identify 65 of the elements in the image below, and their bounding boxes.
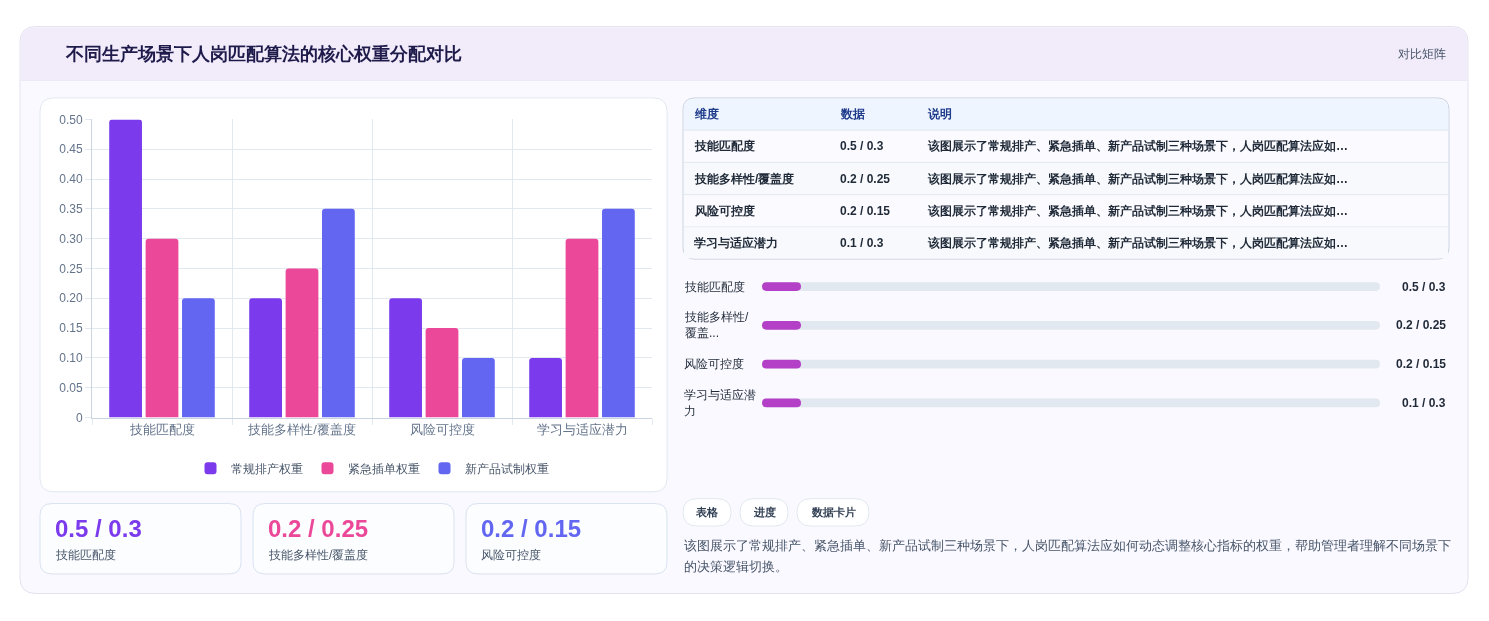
text: 该图展示了常规排产、紧急插单、新产品试制三种场景下，人岗匹配算法应如… bbox=[927, 139, 1348, 153]
bar bbox=[182, 298, 215, 418]
y-tick-label: 0.10 bbox=[59, 351, 83, 366]
bar bbox=[109, 119, 142, 418]
bar bbox=[425, 328, 459, 418]
text: 进度 bbox=[753, 506, 776, 518]
bar bbox=[602, 208, 635, 418]
x-tick-label: 风险可控度 bbox=[409, 422, 475, 438]
y-tick-label: 0.20 bbox=[59, 291, 83, 306]
y-tick-label: 0.35 bbox=[59, 202, 83, 217]
text: 表格 bbox=[695, 506, 719, 518]
legend-label: 紧急插单权重 bbox=[347, 461, 420, 476]
text: 维度 bbox=[694, 107, 719, 121]
text: 技能匹配度 bbox=[55, 548, 116, 562]
text: 风险可控度 bbox=[694, 204, 755, 218]
text: 0.5 / 0.3 bbox=[840, 139, 884, 153]
text: 0.2 / 0.25 bbox=[268, 515, 369, 542]
y-tick-label: 0.05 bbox=[59, 380, 83, 395]
bar bbox=[462, 357, 495, 418]
x-tick-label: 学习与适应潜力 bbox=[536, 422, 628, 438]
text: 0.2 / 0.25 bbox=[840, 172, 891, 186]
y-tick-label: 0.15 bbox=[59, 321, 83, 336]
text: 0.2 / 0.15 bbox=[481, 515, 582, 542]
text: 该图展示了常规排产、紧急插单、新产品试制三种场景下，人岗匹配算法应如… bbox=[927, 172, 1348, 186]
text: 该图展示了常规排产、紧急插单、新产品试制三种场景下，人岗匹配算法应如何动态调整核心指标的权重，帮助管理者理解不同场景下的决策逻辑切换。 bbox=[684, 538, 1451, 574]
legend-label: 常规排产权重 bbox=[230, 461, 303, 476]
text: 技能匹配度 bbox=[694, 139, 755, 153]
y-tick-label: 0.45 bbox=[59, 142, 83, 157]
text: 0.5 / 0.3 bbox=[55, 515, 142, 542]
y-tick-label: 0.30 bbox=[59, 231, 83, 246]
text: 风险可控度 bbox=[481, 548, 541, 562]
text: 该图展示了常规排产、紧急插单、新产品试制三种场景下，人岗匹配算法应如… bbox=[927, 236, 1348, 250]
bar bbox=[389, 298, 422, 418]
text: 风险可控度 bbox=[684, 357, 744, 371]
x-tick-label: 技能匹配度 bbox=[128, 422, 195, 438]
bar bbox=[285, 268, 319, 418]
text: 说明 bbox=[927, 107, 952, 121]
text: 0.2 / 0.15 bbox=[1396, 357, 1447, 371]
bar bbox=[249, 298, 282, 418]
text: 技能多样性/覆盖度 bbox=[694, 172, 795, 186]
text: 数据 bbox=[840, 107, 865, 121]
x-tick-label: 技能多样性/覆盖度 bbox=[247, 422, 356, 438]
text: 数据卡片 bbox=[811, 506, 856, 518]
bar bbox=[565, 238, 599, 418]
text: 技能匹配度 bbox=[684, 280, 745, 294]
bar bbox=[145, 238, 179, 418]
text: 0.5 / 0.3 bbox=[1402, 280, 1446, 294]
bar bbox=[322, 208, 355, 418]
text: 技能多样性/覆盖... bbox=[684, 310, 749, 340]
y-tick-label: 0 bbox=[75, 410, 83, 425]
legend-label: 新产品试制权重 bbox=[464, 461, 549, 476]
text: 0.2 / 0.15 bbox=[840, 204, 891, 218]
text: 学习与适应潜力 bbox=[684, 388, 756, 418]
chart-title: 不同生产场景下人岗匹配算法的核心权重分配对比 bbox=[65, 44, 462, 64]
text: 技能多样性/覆盖度 bbox=[268, 548, 369, 562]
text: 0.1 / 0.3 bbox=[1402, 396, 1446, 410]
y-tick-label: 0.25 bbox=[59, 261, 83, 276]
text: 学习与适应潜力 bbox=[694, 236, 778, 250]
text: 0.2 / 0.25 bbox=[1396, 318, 1447, 332]
bar bbox=[529, 357, 562, 418]
text: 该图展示了常规排产、紧急插单、新产品试制三种场景下，人岗匹配算法应如… bbox=[927, 204, 1348, 218]
text: 0.1 / 0.3 bbox=[840, 236, 884, 250]
text: 对比矩阵 bbox=[1398, 47, 1446, 61]
y-tick-label: 0.50 bbox=[59, 112, 83, 127]
y-tick-label: 0.40 bbox=[59, 172, 83, 187]
